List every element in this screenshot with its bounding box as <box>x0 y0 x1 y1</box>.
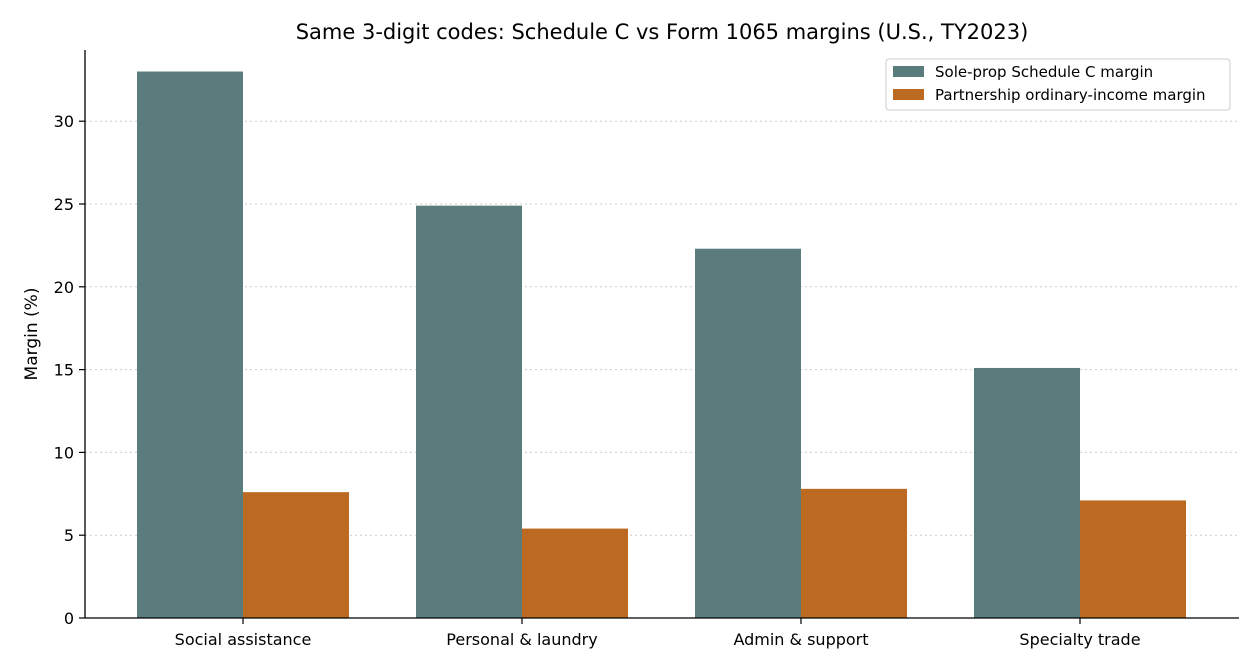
x-tick-label: Admin & support <box>733 630 868 649</box>
bar-partnership <box>1080 500 1186 618</box>
y-tick-label: 10 <box>54 443 74 462</box>
y-tick-label: 5 <box>64 526 74 545</box>
legend-label: Sole-prop Schedule C margin <box>935 63 1153 81</box>
legend-box <box>885 58 1231 111</box>
y-tick-label: 0 <box>64 609 74 628</box>
x-tick-label: Specialty trade <box>1019 630 1140 649</box>
y-axis-label: Margin (%) <box>22 288 42 381</box>
x-tick-label: Social assistance <box>175 630 312 649</box>
legend: Sole-prop Schedule C margin Partnership o… <box>885 58 1231 111</box>
bar-schedule-c <box>416 205 522 618</box>
legend-label: Partnership ordinary-income margin <box>935 86 1206 104</box>
bar-partnership <box>522 528 628 618</box>
bar-schedule-c <box>974 367 1080 618</box>
y-tick-label: 30 <box>54 112 74 131</box>
bar-partnership <box>801 488 907 618</box>
x-tick-label: Personal & laundry <box>446 630 597 649</box>
legend-swatch <box>893 66 924 77</box>
bar-schedule-c <box>695 248 801 618</box>
bar-partnership <box>243 492 349 618</box>
chart-title: Same 3-digit codes: Schedule C vs Form 1… <box>296 20 1029 44</box>
x-axis-ticks: Social assistance Personal & laundry Admin… <box>175 618 1141 649</box>
y-axis-ticks: 0 5 10 15 20 25 30 <box>54 112 85 628</box>
y-tick-label: 15 <box>54 361 74 380</box>
y-tick-label: 25 <box>54 195 74 214</box>
bars <box>137 71 1186 618</box>
bar-schedule-c <box>137 71 243 618</box>
legend-swatch <box>893 89 924 100</box>
y-tick-label: 20 <box>54 278 74 297</box>
